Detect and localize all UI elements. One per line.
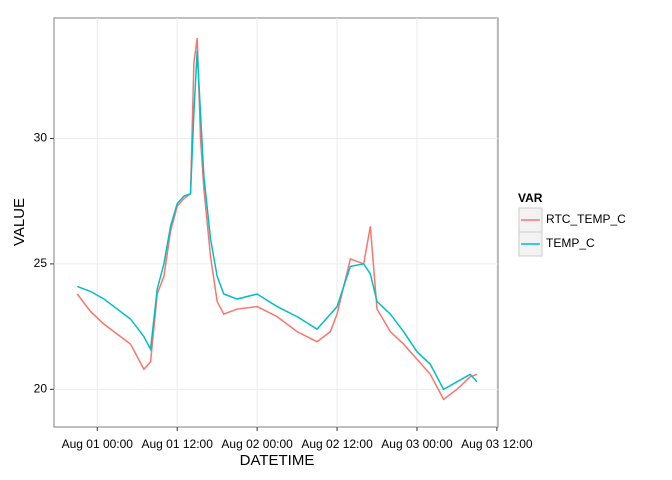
series-line bbox=[77, 50, 478, 391]
x-tick-label: Aug 01 12:00 bbox=[142, 437, 214, 451]
x-tick-label: Aug 01 00:00 bbox=[62, 437, 134, 451]
y-axis-label: VALUE bbox=[11, 198, 28, 246]
x-tick-label: Aug 03 12:00 bbox=[461, 437, 533, 451]
series-line bbox=[76, 37, 478, 401]
x-tick-label: Aug 02 12:00 bbox=[301, 437, 373, 451]
legend-label: TEMP_C bbox=[546, 236, 595, 250]
y-tick-label: 20 bbox=[34, 382, 48, 396]
x-tick-label: Aug 02 00:00 bbox=[221, 437, 293, 451]
y-tick-label: 25 bbox=[34, 256, 48, 270]
x-tick-label: Aug 03 00:00 bbox=[381, 437, 453, 451]
x-axis-label: DATETIME bbox=[240, 452, 315, 469]
legend-label: RTC_TEMP_C bbox=[546, 212, 626, 226]
legend-title: VAR bbox=[518, 191, 543, 205]
y-tick-label: 30 bbox=[34, 131, 48, 145]
